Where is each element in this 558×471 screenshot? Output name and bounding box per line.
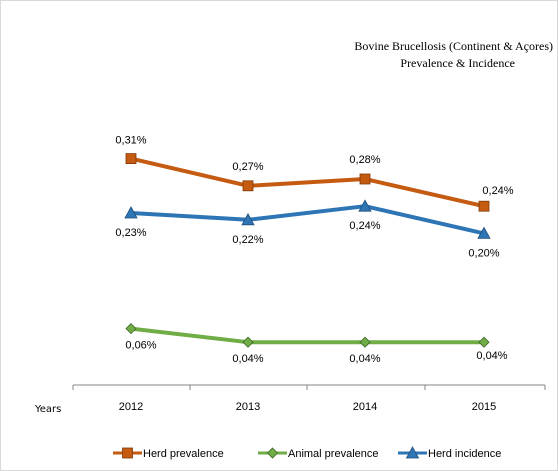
data-point-animal-prevalence-2014 [359, 336, 371, 348]
data-point-animal-prevalence-2012 [125, 323, 137, 335]
data-point-herd-incidence-2013 [241, 212, 255, 226]
series-line-herd-incidence [130, 204, 485, 236]
legend-marker-animal-prevalence [266, 447, 279, 459]
data-point-herd-incidence-2015 [477, 226, 491, 239]
data-label-herd-prevalence-2013: 0,27% [232, 161, 263, 173]
x-tick-label-2012: 2012 [119, 401, 143, 413]
data-point-animal-prevalence-2015 [478, 336, 490, 348]
data-label-herd-prevalence-2015: 0,24% [482, 185, 513, 197]
data-point-herd-incidence-2012 [124, 206, 138, 219]
data-label-herd-incidence-2013: 0,22% [232, 234, 263, 246]
data-label-animal-prevalence-2014: 0,04% [349, 353, 380, 365]
legend-marker-herd-incidence [405, 446, 420, 459]
data-label-herd-prevalence-2012: 0,31% [115, 135, 146, 147]
legend-label-animal-prevalence: Animal prevalence [288, 448, 379, 460]
data-label-animal-prevalence-2015: 0,04% [476, 350, 507, 362]
data-point-herd-incidence-2014 [358, 199, 372, 212]
series-line-herd-prevalence [130, 156, 485, 209]
data-label-herd-incidence-2015: 0,20% [468, 247, 499, 259]
series-line-animal-prevalence [130, 326, 484, 345]
legend-marker-herd-prevalence [122, 447, 133, 459]
data-point-herd-prevalence-2014 [359, 173, 371, 185]
legend-label-herd-prevalence: Herd prevalence [143, 448, 224, 460]
x-tick-label-2014: 2014 [353, 401, 377, 413]
chart-title: Bovine Brucellosis (Continent & Açores) [354, 39, 553, 53]
data-point-herd-prevalence-2013 [242, 180, 254, 192]
data-point-herd-prevalence-2015 [478, 200, 490, 212]
data-label-herd-incidence-2012: 0,23% [115, 227, 146, 239]
data-point-herd-prevalence-2012 [125, 153, 137, 165]
plot-area: 2012 2013 2014 2015 0,31% 0,27% 0,28% 0,24% 0,06… [72, 135, 546, 413]
x-tick-label-2013: 2013 [236, 401, 260, 413]
data-label-animal-prevalence-2013: 0,04% [232, 353, 263, 365]
data-label-animal-prevalence-2012: 0,06% [125, 340, 156, 352]
legend-label-herd-incidence: Herd incidence [428, 448, 501, 460]
x-axis-title: Years [34, 404, 61, 415]
x-tick-label-2015: 2015 [472, 401, 496, 413]
legend: Herd prevalence Animal prevalence Herd inc… [113, 446, 501, 460]
data-label-herd-incidence-2014: 0,24% [349, 220, 380, 232]
data-point-animal-prevalence-2013 [242, 336, 254, 348]
chart-subtitle: Prevalence & Incidence [400, 56, 515, 70]
data-label-herd-prevalence-2014: 0,28% [349, 154, 380, 166]
